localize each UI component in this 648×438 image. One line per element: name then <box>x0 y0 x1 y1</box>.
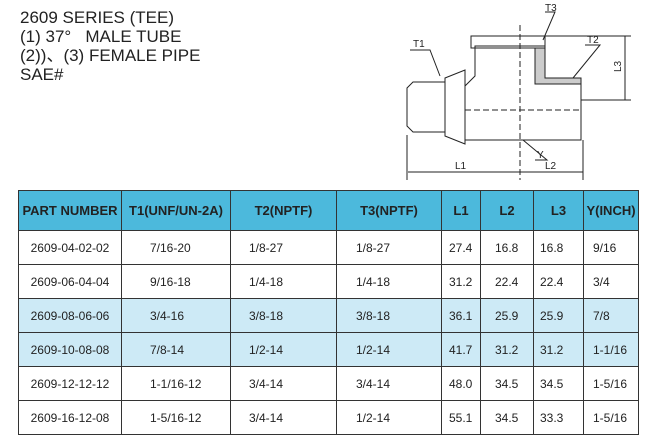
table-cell: 2609-12-12-12 <box>18 366 122 401</box>
table-row: 2609-06-04-04 9/16-18 1/4-18 1/4-18 31.2 22.4… <box>18 264 639 299</box>
table-cell: 1/8-27 <box>230 230 337 265</box>
table-cell: 34.5 <box>480 400 534 435</box>
column-header: L2 <box>480 190 534 231</box>
table-cell: 16.8 <box>480 230 534 265</box>
table-cell: 16.8 <box>533 230 584 265</box>
column-header: L1 <box>441 190 481 231</box>
table-cell: 33.3 <box>533 400 584 435</box>
header: 2609 SERIES (TEE) (1) 37° MALE TUBE (2))、(… <box>20 8 200 84</box>
section <box>534 47 582 85</box>
table-cell: 3/4-16 <box>121 298 231 333</box>
column-header: T2(NPTF) <box>230 190 337 231</box>
table-cell: 34.5 <box>533 366 584 401</box>
table-cell: 31.2 <box>480 332 534 367</box>
spec-table: PART NUMBER T1(UNF/UN-2A) T2(NPTF) T3(NPTF)… <box>18 190 639 435</box>
body <box>464 45 582 141</box>
table-cell: 1/2-14 <box>230 332 337 367</box>
top-hex <box>470 35 546 49</box>
label-y: Y <box>537 150 544 161</box>
table-row: 2609-10-08-08 7/8-14 1/2-14 1/2-14 41.7 31.2 3… <box>18 332 639 367</box>
header-line: (2))、(3) FEMALE PIPE <box>20 46 201 65</box>
table-cell: 25.9 <box>533 298 584 333</box>
table-cell: 41.7 <box>441 332 481 367</box>
table-cell: 22.4 <box>533 264 584 299</box>
table-cell: 2609-10-08-08 <box>18 332 122 367</box>
table-cell: 3/4 <box>583 264 639 299</box>
label-l1: L1 <box>455 161 467 172</box>
table-cell: 3/4-14 <box>336 366 442 401</box>
table-cell: 25.9 <box>480 298 534 333</box>
leader <box>410 49 441 77</box>
header-line: (1) 37° MALE TUBE <box>20 27 182 46</box>
tube-end <box>406 81 446 133</box>
table-cell: 1/2-14 <box>336 332 442 367</box>
table-cell: 22.4 <box>480 264 534 299</box>
leader <box>522 139 549 161</box>
table-row: 2609-16-12-08 1-5/16-12 3/4-14 1/2-14 55.1 34… <box>18 400 639 435</box>
header-line: SAE# <box>20 65 64 84</box>
column-header: T3(NPTF) <box>336 190 442 231</box>
leader <box>542 11 556 41</box>
table-cell: 9/16-18 <box>121 264 231 299</box>
table-cell: 48.0 <box>441 366 481 401</box>
table-cell: 34.5 <box>480 366 534 401</box>
table-cell: 55.1 <box>441 400 481 435</box>
table-cell: 2609-16-12-08 <box>18 400 122 435</box>
label-t1: T1 <box>413 39 425 50</box>
label-t2: T2 <box>587 35 599 46</box>
table-cell: 1-5/16-12 <box>121 400 231 435</box>
table-cell: 31.2 <box>441 264 481 299</box>
table-cell: 3/4-14 <box>230 366 337 401</box>
table-cell: 3/8-18 <box>230 298 337 333</box>
table-cell: 1-5/16 <box>583 400 639 435</box>
table-cell: 7/8-14 <box>121 332 231 367</box>
column-header: PART NUMBER <box>18 190 122 231</box>
technical-drawing: T1 T3 T2 Y L1 L2 L3 <box>406 3 631 180</box>
label-l3: L3 <box>613 60 624 72</box>
label-l2: L2 <box>545 161 557 172</box>
table-cell: 1/8-27 <box>336 230 442 265</box>
table-cell: 31.2 <box>533 332 584 367</box>
table-cell: 1/2-14 <box>336 400 442 435</box>
table-cell: 1-1/16 <box>583 332 639 367</box>
table-row: 2609-12-12-12 1-1/16-12 3/4-14 3/4-14 48.0 34… <box>18 366 639 401</box>
table-cell: 1-5/16 <box>583 366 639 401</box>
table-cell: 9/16 <box>583 230 639 265</box>
table-row: 2609-08-06-06 3/4-16 3/8-18 3/8-18 36.1 25.9 2… <box>18 298 639 333</box>
table-cell: 2609-06-04-04 <box>18 264 122 299</box>
table-cell: 1/4-18 <box>336 264 442 299</box>
table-cell: 2609-04-02-02 <box>18 230 122 265</box>
table-cell: 36.1 <box>441 298 481 333</box>
table-cell: 2609-08-06-06 <box>18 298 122 333</box>
column-header: Y(INCH) <box>583 190 639 231</box>
table-cell: 3/8-18 <box>336 298 442 333</box>
table-cell: 27.4 <box>441 230 481 265</box>
table-cell: 1-1/16-12 <box>121 366 231 401</box>
column-header: T1(UNF/UN-2A) <box>121 190 231 231</box>
table-row: 2609-04-02-02 7/16-20 1/8-27 1/8-27 27.4 16.8… <box>18 230 639 265</box>
header-line: 2609 SERIES (TEE) <box>20 8 175 27</box>
table-cell: 7/8 <box>583 298 639 333</box>
table-cell: 7/16-20 <box>121 230 231 265</box>
table-cell: 3/4-14 <box>230 400 337 435</box>
label-t3: T3 <box>545 3 557 14</box>
column-header: L3 <box>533 190 584 231</box>
hex <box>444 69 466 145</box>
table-cell: 1/4-18 <box>230 264 337 299</box>
leader <box>572 44 602 79</box>
